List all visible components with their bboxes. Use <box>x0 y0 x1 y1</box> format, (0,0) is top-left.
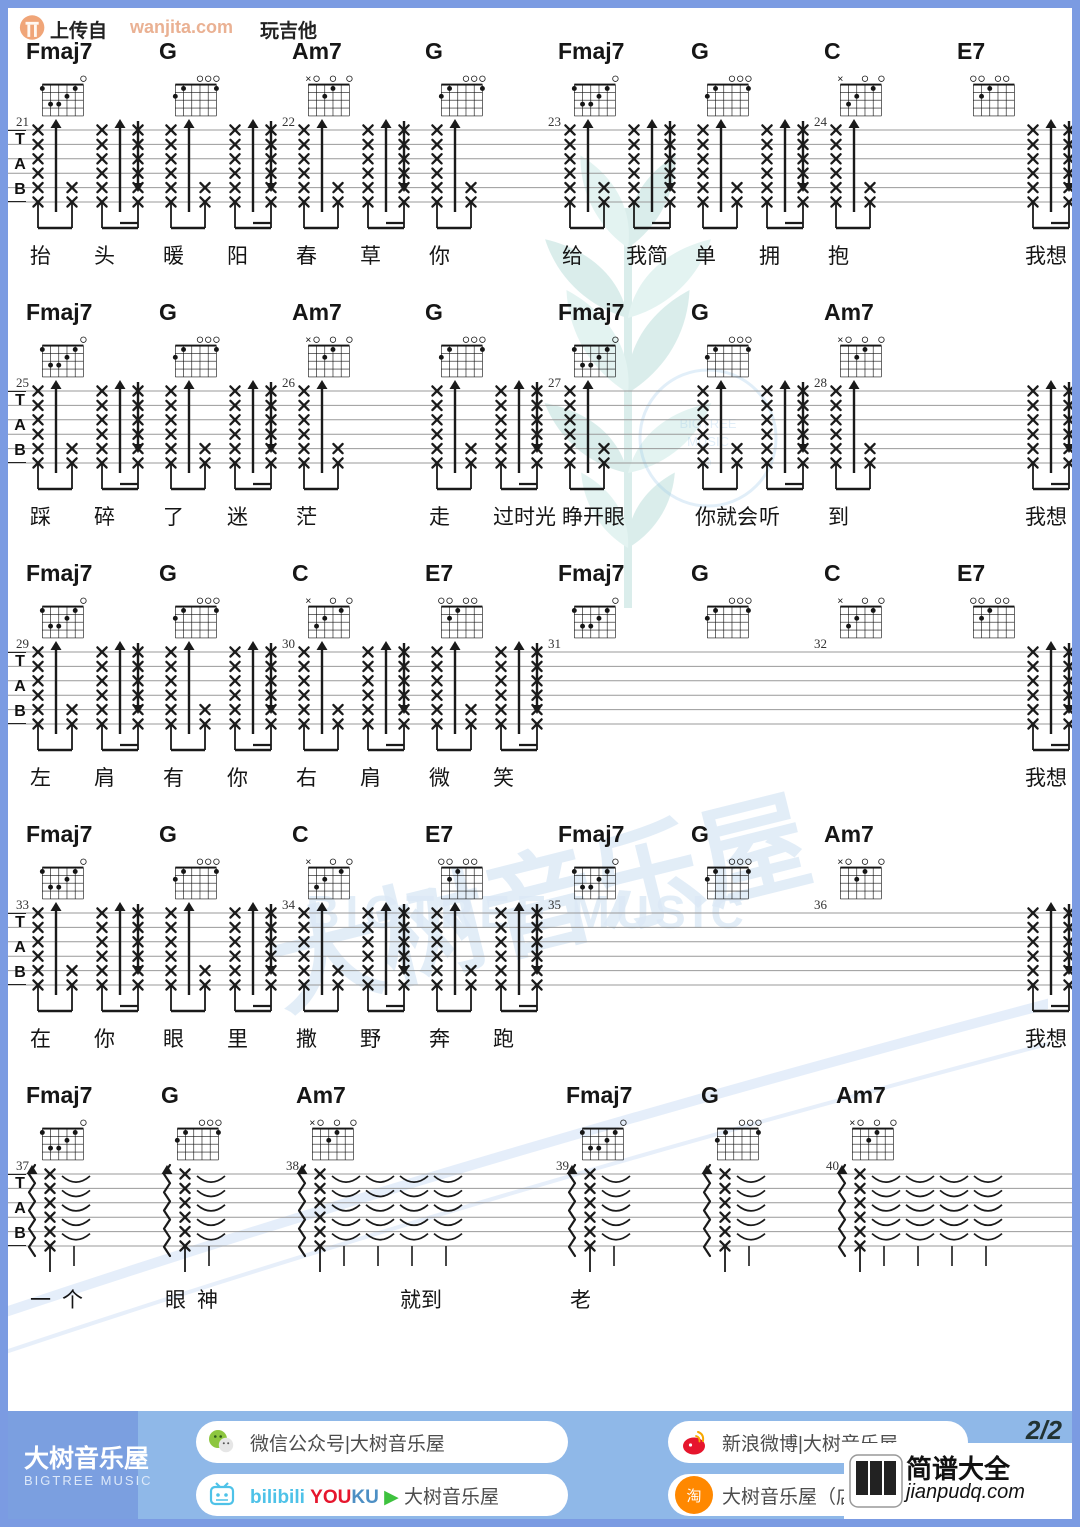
svg-text:淘: 淘 <box>686 1488 701 1505</box>
